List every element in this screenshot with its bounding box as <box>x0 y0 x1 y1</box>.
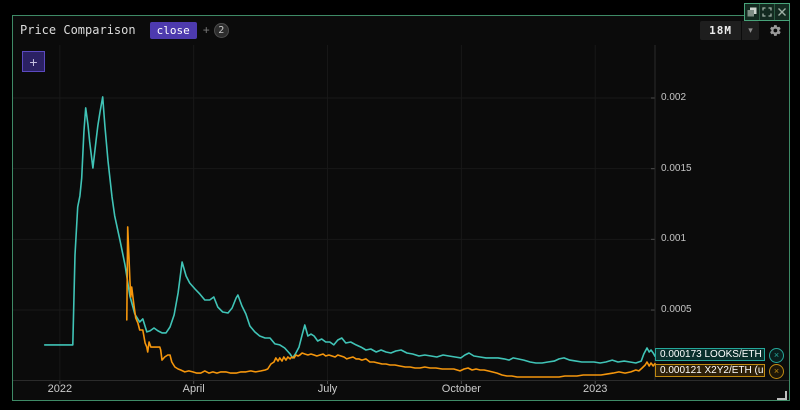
pair-name: X2Y2/ETH (u... <box>704 365 765 376</box>
price-label-x2y2[interactable]: 0.000121 X2Y2/ETH (u... <box>655 364 765 377</box>
remove-series-looks-button[interactable]: × <box>769 348 784 363</box>
close-button[interactable] <box>774 4 789 20</box>
add-series-button[interactable]: + <box>22 51 45 72</box>
chevron-down-icon[interactable]: ▾ <box>741 20 759 40</box>
resize-handle[interactable] <box>777 391 787 400</box>
timeframe-control[interactable]: 18M ▾ <box>700 20 759 40</box>
price-value: 0.000173 <box>660 349 702 360</box>
series-count-badge[interactable]: 2 <box>213 22 229 38</box>
panel-header: Price Comparison close + 2 18M ▾ <box>13 17 789 43</box>
chart-panel <box>12 15 790 401</box>
series-style-badge[interactable]: close <box>149 21 197 39</box>
fullscreen-icon <box>762 7 772 17</box>
price-value: 0.000121 <box>660 365 702 376</box>
close-icon <box>778 8 786 16</box>
window-controls <box>744 3 790 21</box>
duplicate-button[interactable] <box>745 4 759 20</box>
header-right-group: 18M ▾ <box>700 20 782 40</box>
plus-separator: + <box>202 23 210 37</box>
timeframe-value[interactable]: 18M <box>709 23 732 37</box>
gear-icon[interactable] <box>769 24 782 37</box>
price-label-looks[interactable]: 0.000173 LOOKS/ETH ... <box>655 348 765 361</box>
series-line-x2y2 <box>126 226 656 378</box>
remove-series-x2y2-button[interactable]: × <box>769 364 784 379</box>
plus-icon: + <box>29 53 38 70</box>
pair-name: LOOKS/ETH ... <box>704 349 765 360</box>
duplicate-icon <box>747 7 757 17</box>
chart-title: Price Comparison <box>20 23 136 37</box>
series-line-looks <box>43 96 656 364</box>
fullscreen-button[interactable] <box>759 4 774 20</box>
